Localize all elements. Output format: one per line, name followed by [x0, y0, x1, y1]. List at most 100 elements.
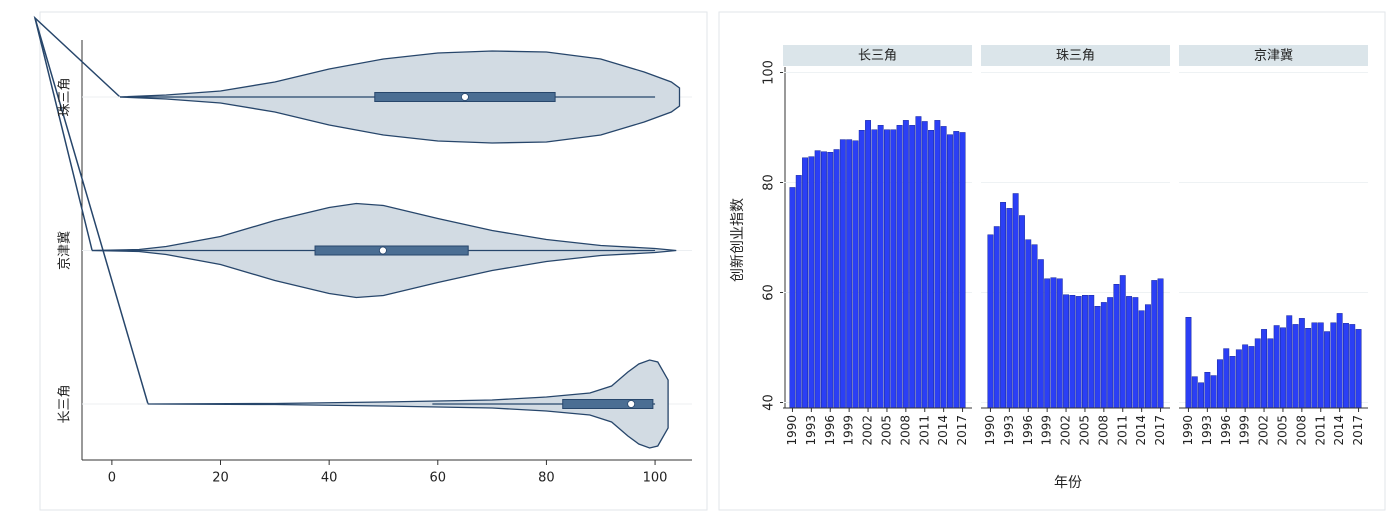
- bar: [1144, 304, 1151, 409]
- x-tick-label: 60: [430, 471, 447, 486]
- x-tick-label: 2005: [1275, 415, 1289, 446]
- bar: [1273, 325, 1280, 409]
- bar: [1324, 331, 1331, 409]
- bar: [1223, 348, 1230, 409]
- x-tick-label: 1996: [1021, 415, 1035, 446]
- bar: [820, 151, 827, 409]
- bar: [883, 129, 890, 409]
- bar: [1235, 349, 1242, 409]
- bar: [909, 125, 916, 409]
- bar: [1006, 208, 1013, 409]
- bar: [1191, 376, 1198, 409]
- violin: [147, 359, 669, 449]
- strip: [981, 45, 1170, 66]
- bar: [1317, 322, 1324, 409]
- bar: [1031, 244, 1038, 409]
- strip: [783, 45, 972, 66]
- x-tick-label: 2011: [1115, 415, 1129, 446]
- x-tick-label: 0: [108, 471, 116, 486]
- bar: [802, 157, 809, 409]
- bar: [1355, 329, 1362, 409]
- bar: [1279, 327, 1286, 409]
- bar: [1210, 375, 1217, 409]
- bar: [846, 139, 853, 409]
- bar: [1292, 324, 1299, 409]
- bar: [1088, 295, 1095, 409]
- bar: [1056, 278, 1063, 409]
- bar: [1050, 277, 1057, 409]
- x-tick-label: 1996: [1219, 415, 1233, 446]
- bar: [1063, 294, 1070, 409]
- bar: [1094, 306, 1101, 409]
- category-label: 京津冀: [57, 231, 73, 270]
- bar: [1119, 275, 1126, 409]
- bar: [858, 130, 865, 409]
- bar: [814, 150, 821, 409]
- bar: [1286, 315, 1293, 409]
- x-axis-title: 年份: [1054, 475, 1082, 491]
- x-tick-label: 1996: [823, 415, 837, 446]
- bar: [1157, 278, 1164, 409]
- facet-title: 珠三角: [1056, 49, 1095, 64]
- y-tick-label: 80: [762, 174, 777, 191]
- x-tick-label: 2011: [1313, 415, 1327, 446]
- bar: [1267, 338, 1274, 409]
- x-tick-label: 40: [321, 471, 338, 486]
- x-tick-label: 2005: [1077, 415, 1091, 446]
- category-label: 长三角: [58, 384, 73, 423]
- strip: [1179, 45, 1368, 66]
- bar: [808, 156, 815, 409]
- bar: [1000, 202, 1007, 409]
- bar: [940, 126, 947, 409]
- x-tick-label: 1993: [1200, 415, 1214, 446]
- bar: [1012, 193, 1019, 409]
- y-tick-label: 40: [762, 394, 777, 411]
- bar: [1336, 313, 1343, 409]
- y-tick-label: 100: [762, 60, 777, 85]
- x-tick-label: 100: [643, 471, 668, 486]
- x-tick-label: 1990: [1181, 415, 1195, 446]
- x-tick-label: 2008: [1096, 415, 1110, 446]
- x-tick-label: 2005: [879, 415, 893, 446]
- bar: [795, 175, 802, 409]
- bar: [1081, 295, 1088, 409]
- bar: [839, 139, 846, 409]
- median: [379, 246, 387, 255]
- bar: [871, 129, 878, 409]
- box: [562, 399, 654, 409]
- bar: [1248, 346, 1255, 409]
- bar: [877, 125, 884, 409]
- x-tick-label: 2002: [1059, 415, 1073, 446]
- facet-title: 京津冀: [1254, 48, 1293, 64]
- bar: [1069, 295, 1076, 409]
- bar: [915, 116, 922, 409]
- x-tick-label: 1999: [842, 415, 856, 446]
- x-tick-label: 2017: [1351, 415, 1365, 446]
- bar: [1342, 323, 1349, 409]
- bar: [833, 149, 840, 409]
- bar: [1349, 324, 1356, 409]
- bar: [1018, 215, 1025, 409]
- bar: [827, 152, 834, 409]
- x-tick-label: 2014: [1332, 415, 1346, 446]
- x-tick-label: 2002: [1257, 415, 1271, 446]
- bar: [1311, 322, 1318, 409]
- bar: [890, 129, 897, 409]
- bar: [1305, 328, 1312, 409]
- x-tick-label: 2008: [898, 415, 912, 446]
- bar: [1113, 284, 1120, 409]
- box: [314, 245, 469, 256]
- bar: [1037, 259, 1044, 409]
- bar: [852, 140, 859, 409]
- bar: [1151, 280, 1158, 409]
- bar: [1204, 372, 1211, 409]
- bar: [1330, 322, 1337, 409]
- bar: [1132, 297, 1139, 409]
- bar: [987, 234, 994, 409]
- x-tick-label: 1993: [1002, 415, 1016, 446]
- bar: [1229, 356, 1236, 409]
- bar: [902, 120, 909, 409]
- x-tick-label: 1993: [804, 415, 818, 446]
- bar: [946, 134, 953, 409]
- median: [461, 93, 469, 101]
